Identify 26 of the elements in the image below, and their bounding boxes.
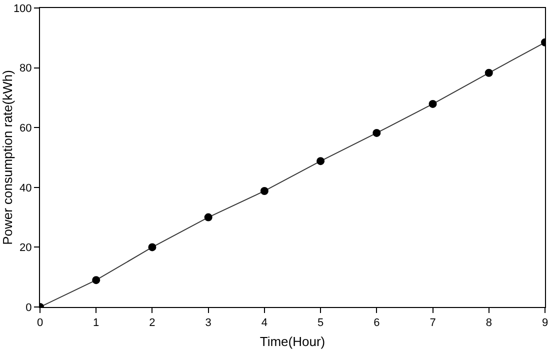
x-tick-label: 4 <box>261 317 268 330</box>
x-tick-label: 7 <box>430 317 436 330</box>
point <box>204 213 212 222</box>
x-tick-label: 5 <box>317 317 324 330</box>
point <box>316 157 325 166</box>
x-tick-label: 8 <box>486 317 492 330</box>
y-tick-label: 0 <box>26 302 32 314</box>
point <box>484 68 493 77</box>
y-tick-label: 60 <box>20 122 32 134</box>
x-tick-label: 6 <box>374 317 380 330</box>
x-axis-title: Time(Hour) <box>260 334 326 349</box>
point <box>428 100 437 108</box>
y-tick-label: 80 <box>20 62 32 75</box>
x-tick-label: 0 <box>36 317 44 330</box>
point <box>260 186 268 195</box>
y-axis-title: Power consumption rate(kWh) <box>0 70 15 245</box>
point <box>92 276 100 284</box>
y-tick-label: 40 <box>20 182 32 194</box>
x-tick-label: 2 <box>149 317 156 330</box>
point <box>372 128 381 137</box>
x-tick-label: 3 <box>205 317 212 330</box>
point <box>148 243 156 252</box>
x-tick-label: 9 <box>542 317 548 330</box>
y-tick-label: 20 <box>20 242 32 254</box>
y-tick-label: 100 <box>13 2 32 15</box>
x-tick-label: 1 <box>93 317 100 330</box>
